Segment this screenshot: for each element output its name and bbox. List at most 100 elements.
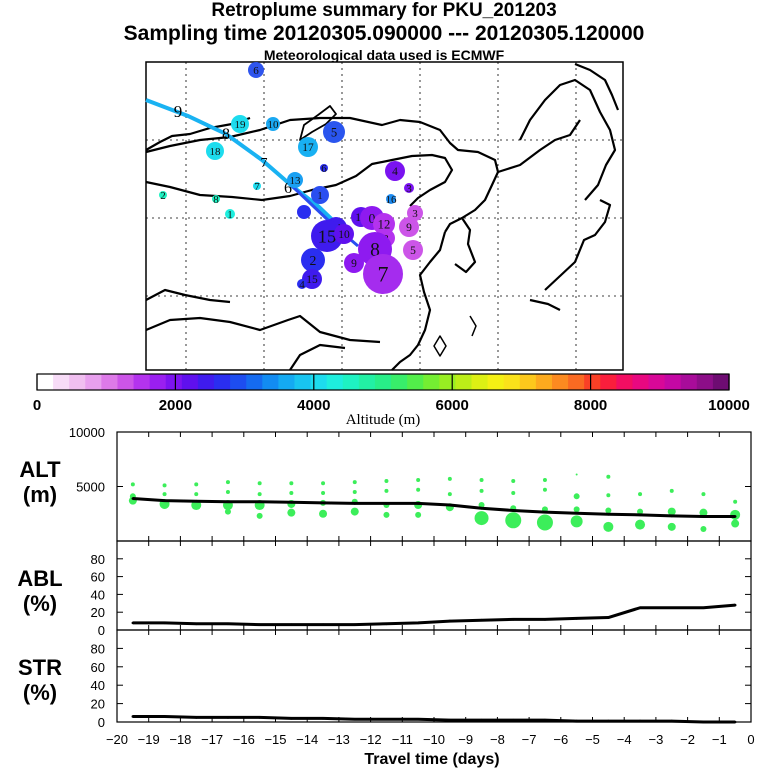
plume-point (257, 492, 262, 497)
colorbar-swatch (391, 374, 408, 390)
y-tick-label: 20 (91, 605, 105, 620)
series-point (416, 502, 420, 505)
x-tick-label: −18 (169, 732, 191, 747)
colorbar-tick-label: 8000 (574, 397, 607, 414)
plume-point (257, 481, 262, 486)
plume-cluster-label: 2 (310, 253, 317, 268)
plume-cluster-circle (225, 209, 235, 219)
y-tick-label: 60 (91, 660, 105, 675)
colorbar-swatch (53, 374, 70, 390)
panel-frame (116, 431, 752, 542)
chart-title: Retroplume summary for PKU_201203 (211, 0, 557, 21)
plume-point (479, 488, 484, 493)
colorbar-swatch (37, 374, 54, 390)
colorbar-swatch (101, 374, 119, 390)
panel-frame (116, 540, 752, 631)
plume-point (638, 492, 643, 497)
plume-point (130, 482, 135, 487)
plume-cluster-label: 6 (253, 65, 259, 77)
series-point (385, 622, 388, 626)
colorbar-swatch (278, 374, 296, 390)
panel-unit: (%) (23, 591, 57, 616)
series-point (385, 717, 388, 721)
series-point (543, 718, 547, 722)
series-point (321, 501, 325, 505)
panel-title: ALT (19, 457, 61, 482)
panel-abl_panel: 80 60 40 20 0 ABL(%) (17, 540, 752, 638)
series-point (511, 509, 515, 512)
colorbar-tick-label: 4000 (297, 397, 330, 414)
y-tick-label: 0 (98, 623, 105, 638)
plume-cluster-circle (407, 205, 423, 221)
plume-cluster-label: 13 (290, 175, 302, 187)
y-tick-label: 80 (91, 552, 105, 567)
colorbar-swatch (69, 374, 86, 390)
plume-cluster-label: 0 (369, 211, 376, 226)
plume-cluster-circle (320, 164, 328, 172)
series-point (353, 623, 357, 626)
x-tick-label: −16 (233, 732, 255, 747)
country-borders (145, 62, 620, 371)
plume-point (701, 492, 706, 497)
plume-point (733, 499, 738, 504)
plume-cluster-label: 6 (321, 163, 327, 175)
series-point (480, 507, 483, 510)
y-tick-label: 60 (91, 570, 105, 585)
plume-point (573, 493, 580, 500)
series-point (194, 499, 198, 503)
x-tick-label: −17 (201, 732, 223, 747)
plume-cluster-circle (334, 224, 354, 244)
plume-cluster-label: 3 (412, 208, 418, 220)
x-tick-label: −4 (617, 732, 632, 747)
series-point (733, 515, 737, 518)
series-point (353, 717, 357, 721)
series-point (258, 716, 261, 719)
colorbar-swatch (519, 374, 537, 390)
x-tick-label: −12 (360, 732, 382, 747)
series-point (131, 621, 135, 625)
plume-cluster-circle (386, 194, 396, 204)
series-point (416, 717, 420, 721)
trajectory-day-label: 8 (222, 126, 230, 143)
y-tick-label: 20 (91, 697, 105, 712)
plume-point (479, 477, 484, 482)
x-tick-label: 0 (747, 732, 754, 747)
colorbar-swatch (632, 374, 650, 390)
series-point (511, 718, 515, 722)
plume-point (383, 511, 390, 518)
colorbar-tick-label: 0 (33, 397, 41, 414)
plume-cluster-label: 3 (406, 183, 412, 195)
series-point (575, 511, 578, 515)
plume-point (606, 474, 611, 479)
colorbar-swatch (165, 374, 183, 390)
plume-point (352, 480, 357, 485)
colorbar-swatch (423, 374, 440, 390)
series-point (480, 718, 483, 722)
series-point (163, 499, 166, 502)
plume-cluster-circle (297, 205, 311, 219)
plume-point (415, 511, 422, 518)
plume-cluster-label: 4 (392, 166, 398, 178)
plume-point (350, 507, 359, 516)
plume-cluster-label: 1 (227, 209, 233, 221)
plume-point (478, 502, 485, 509)
plume-point (605, 507, 612, 514)
plume-cluster-label: 1 (317, 190, 323, 202)
x-tick-label: −6 (553, 732, 568, 747)
plume-cluster-label: 19 (235, 119, 247, 131)
series-point (290, 717, 293, 720)
series-point (163, 621, 166, 625)
plume-point (575, 473, 578, 476)
plume-cluster-label: 7 (254, 181, 260, 193)
plume-point (289, 481, 294, 486)
x-tick-label: −2 (680, 732, 695, 747)
series-line (132, 603, 736, 627)
colorbar-swatch (471, 374, 489, 390)
colorbar-swatch (358, 374, 376, 390)
plume-cluster-label: 10 (338, 229, 350, 241)
x-axis: −20 −19 −18 −17 −16 −15 −14 −13 −12 −11 −10 −9 −8 −7−… (106, 732, 755, 768)
plume-cluster-circle (344, 253, 364, 273)
plume-point (194, 492, 199, 497)
plume-point (637, 508, 644, 515)
series-point (543, 510, 547, 514)
